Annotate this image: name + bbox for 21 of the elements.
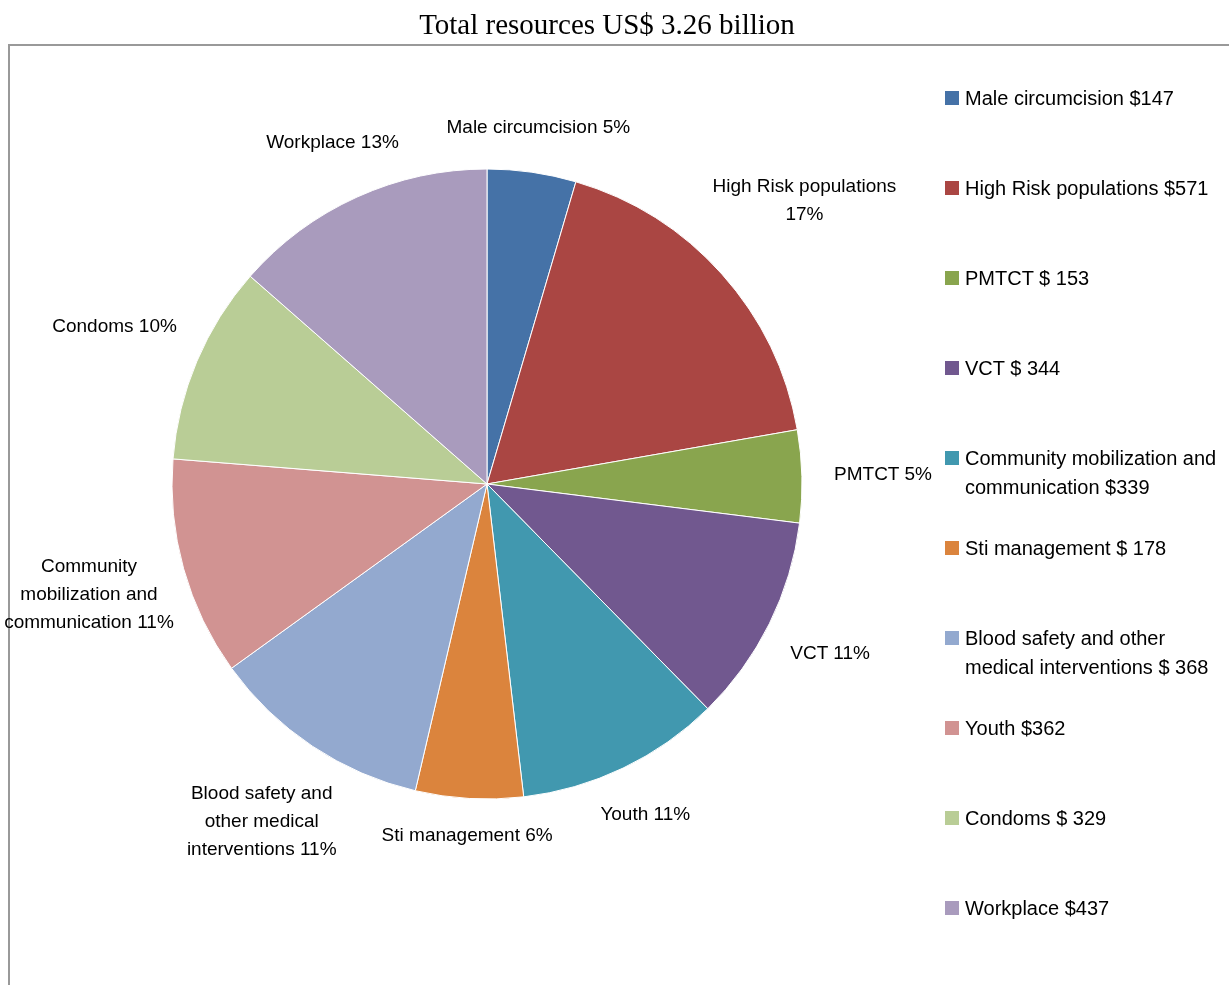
data-label: Sti management 6% — [381, 823, 553, 845]
data-label: Workplace 13% — [266, 131, 399, 153]
data-label: Blood safety and other medical interventions 11% — [186, 782, 337, 860]
legend-label: Male circumcision $147 — [965, 86, 1174, 111]
legend-label: Blood safety and other medical interventions $ 368 — [965, 626, 1210, 680]
legend-label: VCT $ 344 — [965, 356, 1061, 381]
data-label: Male circumcision 5% — [446, 115, 631, 137]
legend-label: Sti management $ 178 — [965, 536, 1167, 561]
data-label: High Risk populations 17% — [712, 174, 897, 224]
data-label: Community mobilization and communication 11% — [4, 555, 174, 633]
data-label: VCT 11% — [790, 641, 870, 663]
legend-label: Community mobilization and communication $339 — [965, 446, 1218, 500]
legend-label: Youth $362 — [965, 716, 1066, 741]
data-label: Condoms 10% — [52, 314, 177, 336]
legend-label: PMTCT $ 153 — [965, 266, 1090, 291]
chart-title: Total resources US$ 3.26 billion — [418, 8, 796, 41]
data-label: PMTCT 5% — [834, 462, 932, 484]
data-label: Youth 11% — [600, 802, 691, 824]
legend-label: High Risk populations $571 — [965, 176, 1209, 201]
legend-label: Condoms $ 329 — [965, 806, 1107, 831]
legend-label: Workplace $437 — [965, 896, 1110, 921]
